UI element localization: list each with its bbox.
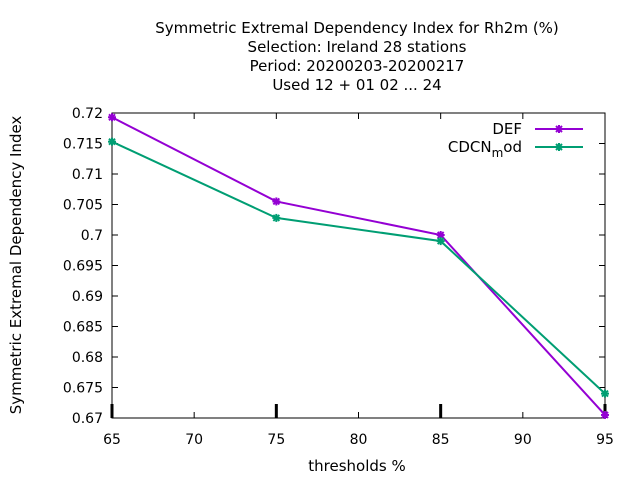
chart-title: Symmetric Extremal Dependency Index for … <box>155 19 559 94</box>
x-tick-label: 85 <box>432 432 450 448</box>
title-line-1: Symmetric Extremal Dependency Index for … <box>155 19 559 37</box>
y-tick-label: 0.685 <box>63 320 103 336</box>
legend-marker-def <box>555 125 563 133</box>
data-point-cdcn-mod <box>601 389 609 398</box>
y-tick-label: 0.67 <box>72 411 103 427</box>
x-tick-label: 75 <box>267 432 285 448</box>
y-axis-label: Symmetric Extremal Dependency Index <box>7 116 25 415</box>
data-point-cdcn-mod <box>108 137 116 146</box>
x-tick-label: 95 <box>596 432 614 448</box>
title-line-2: Selection: Ireland 28 stations <box>248 38 467 56</box>
series-line-cdcn-mod <box>111 140 606 395</box>
legend: DEF CDCNmod <box>448 120 583 160</box>
legend-label-def: DEF <box>492 120 522 138</box>
y-tick-label: 0.705 <box>63 198 103 214</box>
series-layer <box>108 113 609 419</box>
y-tick-label: 0.68 <box>72 350 103 366</box>
plot-frame <box>111 112 606 419</box>
data-point-def <box>436 231 445 239</box>
y-tick-label: 0.71 <box>72 167 103 183</box>
y-tick-label: 0.72 <box>72 106 103 122</box>
legend-label-cdcn-mod: CDCNmod <box>448 138 522 160</box>
data-point-cdcn-mod <box>272 213 281 222</box>
y-tick-label: 0.695 <box>63 259 103 275</box>
y-tick-label: 0.675 <box>63 381 103 397</box>
series-line-def <box>111 116 606 416</box>
x-tick-label: 70 <box>185 432 203 448</box>
y-tick-label: 0.69 <box>72 289 103 305</box>
x-axis: 65 70 75 80 85 90 95 <box>103 113 614 448</box>
y-tick-label: 0.7 <box>81 228 103 244</box>
x-tick-label: 90 <box>514 432 532 448</box>
data-point-def <box>272 197 281 206</box>
legend-marker-cdcn-mod <box>555 143 563 151</box>
data-point-def <box>601 410 609 419</box>
data-point-def <box>108 113 116 122</box>
x-axis-label: thresholds % <box>308 457 405 475</box>
data-point-cdcn-mod <box>436 237 445 246</box>
x-tick-label: 80 <box>350 432 368 448</box>
x-tick-label: 65 <box>103 432 121 448</box>
title-line-4: Used 12 + 01 02 ... 24 <box>272 76 441 94</box>
title-line-3: Period: 20200203-20200217 <box>250 57 465 75</box>
y-axis: 0.67 0.675 0.68 0.685 0.69 0.695 0.7 0.705 0.71 0… <box>63 106 605 427</box>
y-tick-label: 0.715 <box>63 137 103 153</box>
